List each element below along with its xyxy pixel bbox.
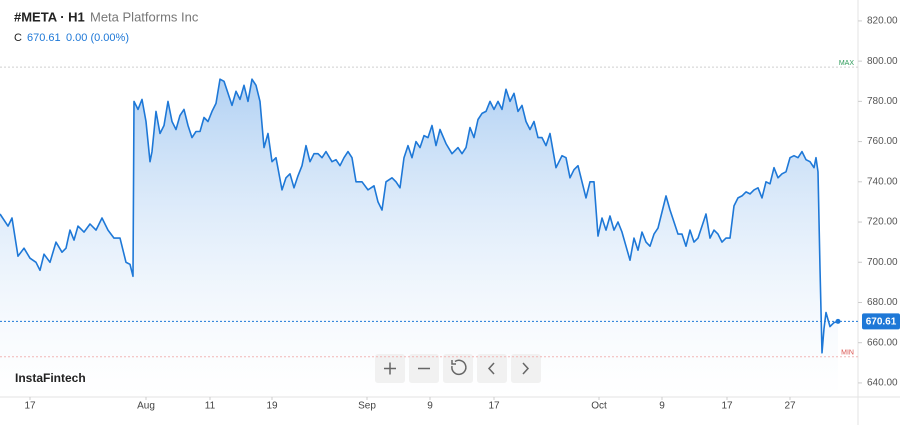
- y-tick-label: 780.00: [867, 96, 898, 107]
- x-tick-label: 9: [427, 401, 433, 412]
- symbol: #META · H1: [14, 9, 85, 24]
- y-tick-label: 700.00: [867, 257, 898, 268]
- close-label: C: [14, 32, 22, 44]
- company-name: Meta Platforms Inc: [90, 9, 199, 24]
- scroll-right-button[interactable]: [511, 354, 541, 383]
- max-label: MAX: [839, 60, 855, 67]
- x-tick-label: 17: [24, 401, 36, 412]
- scroll-left-button[interactable]: [477, 354, 507, 383]
- price-tag: [862, 313, 900, 330]
- x-tick-label: 11: [205, 401, 216, 412]
- y-tick-label: 660.00: [867, 337, 898, 348]
- x-tick-label: 27: [784, 401, 796, 412]
- x-tick-label: 17: [488, 401, 500, 412]
- x-tick-label: Aug: [137, 401, 155, 412]
- close-value: 670.61: [27, 32, 61, 44]
- toolbar: [375, 354, 541, 383]
- y-tick-label: 720.00: [867, 217, 898, 228]
- x-tick-label: 19: [266, 401, 278, 412]
- x-tick-label: Oct: [591, 401, 607, 412]
- x-tick-label: 17: [721, 401, 733, 412]
- y-tick-label: 800.00: [867, 56, 898, 67]
- price-tag-label: 670.61: [866, 317, 897, 328]
- y-tick-label: 820.00: [867, 16, 898, 27]
- x-tick-label: Sep: [358, 401, 376, 412]
- brand-logo: InstaFintech: [15, 371, 86, 385]
- price-line: [0, 78, 839, 354]
- area-fill: [0, 79, 838, 397]
- y-tick-label: 760.00: [867, 136, 898, 147]
- y-tick-label: 740.00: [867, 176, 898, 187]
- reset-button[interactable]: [443, 354, 473, 383]
- zoom-out-button[interactable]: [409, 354, 439, 383]
- y-tick-label: 640.00: [867, 378, 898, 389]
- x-tick-label: 9: [659, 401, 665, 412]
- zoom-in-button[interactable]: [375, 354, 405, 383]
- last-point: [835, 318, 841, 324]
- min-label: MIN: [841, 350, 854, 357]
- close-change: 0.00 (0.00%): [66, 32, 129, 44]
- y-tick-label: 680.00: [867, 297, 898, 308]
